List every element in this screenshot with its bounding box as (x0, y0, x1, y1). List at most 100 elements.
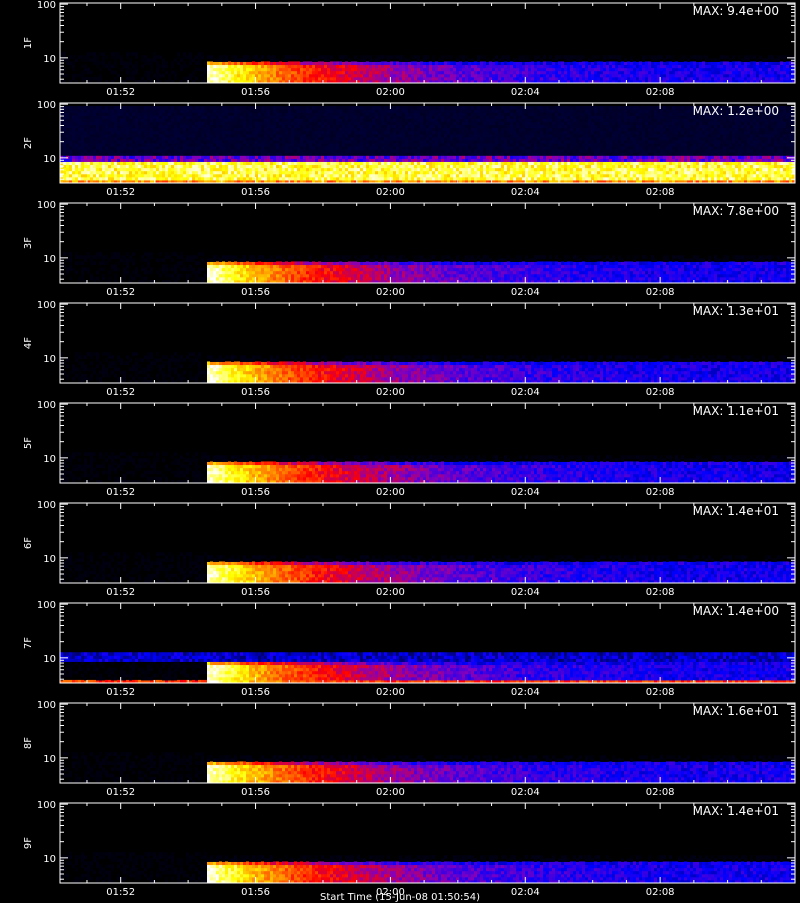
heat-cell (108, 165, 111, 169)
heat-cell (738, 61, 741, 65)
heat-cell (330, 55, 333, 59)
heat-cell (114, 52, 117, 56)
heat-cell (651, 71, 654, 75)
heat-cell (579, 77, 582, 81)
heat-cell (336, 71, 339, 75)
heat-cell (456, 58, 459, 62)
heat-cell (561, 74, 564, 78)
heat-cell (78, 174, 81, 178)
heat-cell (471, 58, 474, 62)
heat-cell (228, 65, 231, 69)
heat-cell (234, 68, 237, 72)
heat-cell (369, 61, 372, 65)
heat-cell (96, 106, 99, 110)
heat-cell (714, 68, 717, 72)
heat-cell (408, 68, 411, 72)
heat-cell (603, 65, 606, 69)
heat-cell (63, 121, 66, 125)
heat-cell (111, 165, 114, 169)
heat-cell (528, 68, 531, 72)
heat-cell (600, 71, 603, 75)
heat-cell (93, 128, 96, 132)
heat-cell (492, 71, 495, 75)
heat-cell (132, 71, 135, 75)
heat-cell (120, 128, 123, 132)
heat-cell (63, 152, 66, 156)
heat-cell (594, 55, 597, 59)
heat-cell (84, 77, 87, 81)
heat-cell (615, 71, 618, 75)
heat-cell (423, 61, 426, 65)
heat-cell (81, 137, 84, 141)
heat-cell (468, 61, 471, 65)
heat-cell (354, 65, 357, 69)
heat-cell (765, 58, 768, 62)
heat-cell (429, 71, 432, 75)
heat-cell (225, 65, 228, 69)
heat-cell (675, 68, 678, 72)
heat-cell (498, 71, 501, 75)
heat-cell (204, 61, 207, 65)
heat-cell (369, 77, 372, 81)
heat-cell (504, 55, 507, 59)
heat-cell (663, 74, 666, 78)
heat-cell (87, 140, 90, 144)
heat-cell (654, 58, 657, 62)
heat-cell (606, 61, 609, 65)
heat-cell (462, 71, 465, 75)
heat-cell (633, 65, 636, 69)
heat-cell (645, 77, 648, 81)
heat-cell (753, 68, 756, 72)
heat-cell (345, 61, 348, 65)
heat-cell (516, 68, 519, 72)
heat-cell (90, 71, 93, 75)
heat-cell (66, 128, 69, 132)
heat-cell (741, 68, 744, 72)
x-tick-label: 02:00 (376, 87, 405, 98)
heat-cell (96, 140, 99, 144)
heat-cell (363, 61, 366, 65)
heat-cell (561, 71, 564, 75)
heat-cell (615, 77, 618, 81)
heat-cell (198, 68, 201, 72)
heat-cell (72, 125, 75, 129)
heat-cell (111, 171, 114, 175)
heat-cell (96, 58, 99, 62)
heat-cell (453, 71, 456, 75)
heat-cell (192, 74, 195, 78)
heat-cell (666, 65, 669, 69)
heat-cell (372, 71, 375, 75)
heat-cell (66, 131, 69, 135)
heat-cell (201, 74, 204, 78)
heat-cell (201, 55, 204, 59)
heat-cell (522, 77, 525, 81)
heat-cell (213, 65, 216, 69)
heat-cell (63, 143, 66, 147)
heat-cell (414, 71, 417, 75)
heat-cell (684, 68, 687, 72)
heat-cell (207, 74, 210, 78)
heat-cell (597, 68, 600, 72)
heat-cell (696, 55, 699, 59)
heat-cell (594, 68, 597, 72)
heat-cell (99, 106, 102, 110)
heat-cell (633, 77, 636, 81)
heat-cell (243, 58, 246, 62)
heat-cell (114, 168, 117, 172)
heat-cell (459, 77, 462, 81)
heat-cell (450, 68, 453, 72)
heat-cell (159, 65, 162, 69)
heat-cell (447, 65, 450, 69)
heat-cell (528, 61, 531, 65)
heat-cell (120, 146, 123, 150)
heat-cell (81, 152, 84, 156)
heat-cell (729, 74, 732, 78)
heat-cell (771, 68, 774, 72)
heat-cell (405, 65, 408, 69)
heat-cell (564, 74, 567, 78)
heat-cell (408, 58, 411, 62)
heat-cell (72, 131, 75, 135)
heat-cell (414, 61, 417, 65)
heat-cell (258, 68, 261, 72)
heat-cell (270, 61, 273, 65)
